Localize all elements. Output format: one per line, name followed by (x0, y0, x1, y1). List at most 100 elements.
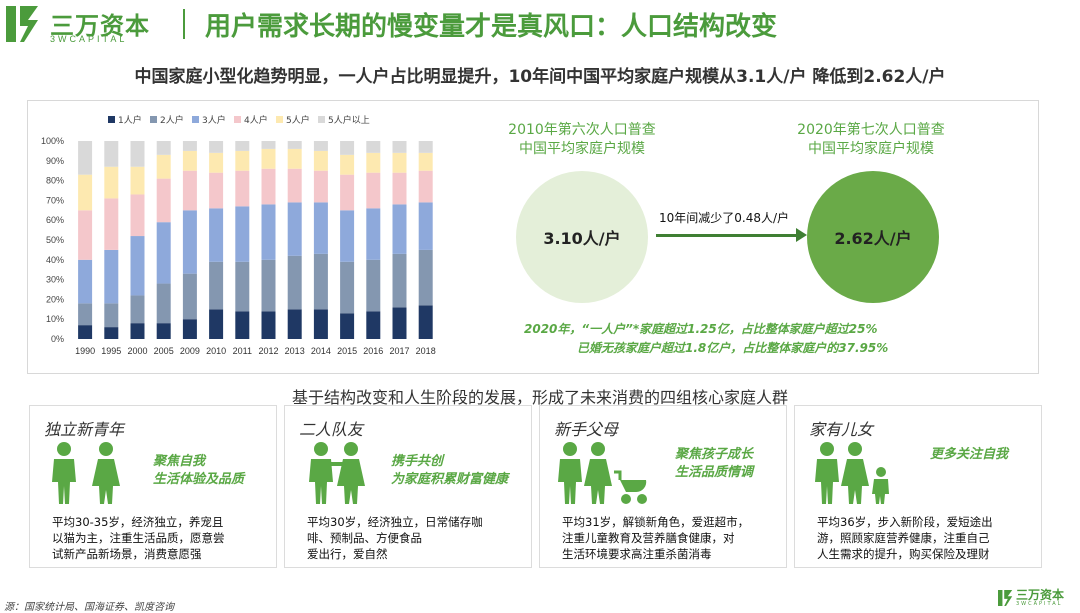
bar-segment (235, 141, 250, 151)
logo-text-en: 3WCAPITAL (50, 34, 128, 44)
bar-segment (313, 253, 328, 310)
bar-segment (261, 259, 276, 312)
legend-label: 4人户 (244, 114, 268, 126)
x-tick-label: 2013 (285, 346, 305, 356)
x-tick-label: 2012 (258, 346, 278, 356)
legend-swatch (318, 116, 325, 123)
x-tick-label: 2018 (416, 346, 436, 356)
bar-segment (235, 206, 250, 262)
circle-2020: 2.62人/户 (807, 171, 939, 303)
card-focus-line1: 聚焦孩子成长 (675, 447, 754, 462)
bar-segment (78, 174, 93, 211)
x-tick-label: 2005 (154, 346, 174, 356)
card-focus-line2: 为家庭积累财富健康 (391, 472, 509, 487)
bar-segment (418, 202, 433, 250)
bar-segment (130, 194, 145, 237)
bar-segment (418, 152, 433, 171)
legend-label: 1人户 (118, 114, 142, 126)
bar-segment (313, 309, 328, 339)
bar-segment (340, 210, 355, 262)
segment-card-single-youth: 独立新青年 聚焦自我 生活体验及品质 平均30-35岁，经济独立，养宠且 以猫为… (29, 405, 277, 568)
bar-segment (313, 170, 328, 203)
y-tick-label: 70% (46, 195, 64, 205)
card-description: 平均30-35岁，经济独立，养宠且 以猫为主，注重生活品质，愿意尝 试新产品新场… (52, 514, 274, 562)
x-tick-label: 2014 (311, 346, 331, 356)
bar-segment (392, 253, 407, 308)
card-focus-line2: 生活体验及品质 (153, 472, 245, 487)
bar-segment (78, 303, 93, 326)
bar-segment (287, 255, 302, 310)
bar-segment (418, 305, 433, 339)
census-2020-label-line1: 2020年第七次人口普查 (797, 122, 945, 138)
bar-segment (209, 208, 224, 262)
bar-segment (366, 208, 381, 260)
bar-segment (418, 141, 433, 153)
card-desc-line1: 平均31岁，解锁新角色，爱逛超市， (562, 515, 750, 529)
census-2010-value: 3.10人/户 (543, 229, 621, 248)
y-tick-label: 10% (46, 314, 64, 324)
arrow-label: 10年间减少了0.48人/户 (659, 211, 790, 225)
header-divider (183, 9, 185, 39)
census-2020-label-line2: 中国平均家庭户规模 (808, 141, 934, 157)
bar-segment (78, 141, 93, 175)
x-tick-label: 2016 (363, 346, 383, 356)
bar-segment (182, 170, 197, 211)
census-2020-label: 2020年第七次人口普查 中国平均家庭户规模 (776, 121, 966, 159)
legend-swatch (108, 116, 115, 123)
bar-segment (313, 150, 328, 171)
bar-segment (104, 327, 119, 339)
legend-label: 5人户 (286, 114, 310, 126)
bar-segment (261, 148, 276, 169)
bar-segment (287, 141, 302, 149)
bar-segment (104, 166, 119, 199)
bar-segment (287, 202, 302, 256)
segment-card-family-children: 家有儿女 更多关注自我 平均36岁，步入新阶段，爱短途出 游，照顾家庭营养健康，… (794, 405, 1042, 568)
bar-segment (340, 141, 355, 155)
y-tick-label: 50% (46, 235, 64, 245)
bar-segment (182, 150, 197, 171)
bar-segment (261, 204, 276, 260)
bar-segment (209, 261, 224, 310)
bar-segment (261, 311, 276, 339)
card-focus: 聚焦孩子成长 生活品质情调 (675, 446, 753, 482)
bar-segment (366, 172, 381, 209)
card-desc-line2: 游，照顾家庭营养健康，注重自己 (817, 531, 990, 545)
bar-segment (209, 309, 224, 339)
bar-segment (392, 141, 407, 153)
card-focus: 聚焦自我 生活体验及品质 (153, 453, 244, 489)
bar-segment (418, 170, 433, 203)
bar-segment (392, 307, 407, 339)
bar-segment (235, 261, 250, 312)
x-tick-label: 2011 (233, 346, 252, 356)
logo-mark-icon (6, 6, 38, 42)
card-desc-line2: 以猫为主，注重生活品质，愿意尝 (52, 531, 225, 545)
bar-segment (182, 319, 197, 339)
y-tick-label: 20% (46, 294, 64, 304)
card-description: 平均36岁，步入新阶段，爱短途出 游，照顾家庭营养健康，注重自己 人生需求的提升… (817, 514, 1039, 562)
y-tick-label: 90% (46, 156, 64, 166)
bar-segment (209, 172, 224, 209)
card-focus: 更多关注自我 (930, 446, 1008, 464)
bar-segment (235, 170, 250, 207)
bar-segment (209, 152, 224, 173)
card-desc-line1: 平均30岁，经济独立，日常储存咖 (307, 515, 483, 529)
bar-segment (392, 204, 407, 254)
household-panel: 1人户 2人户 3人户 4人户 5人户 5人户以上 0% 10% 20% 30% 40% 50% 60%… (27, 100, 1039, 374)
card-desc-line3: 试新产品新场景，消费意愿强 (52, 547, 202, 561)
x-tick-label: 2000 (127, 346, 147, 356)
bar-segment (156, 283, 171, 324)
household-size-chart: 1人户 2人户 3人户 4人户 5人户 5人户以上 0% 10% 20% 30% 40% 50% 60%… (41, 114, 436, 356)
bar-segment (418, 249, 433, 306)
y-tick-label: 0% (51, 334, 64, 344)
bar-segment (78, 259, 93, 304)
legend-swatch (192, 116, 199, 123)
bar-segment (340, 261, 355, 314)
card-title: 独立新青年 (44, 420, 125, 439)
bar-segment (235, 311, 250, 339)
bar-segment (392, 152, 407, 173)
circle-2010: 3.10人/户 (516, 171, 648, 303)
card-description: 平均31岁，解锁新角色，爱逛超市， 注重儿童教育及营养膳食健康，对 生活环境要求… (562, 514, 784, 562)
bar-segment (235, 150, 250, 171)
bar-segment (130, 166, 145, 195)
y-tick-label: 30% (46, 275, 64, 285)
